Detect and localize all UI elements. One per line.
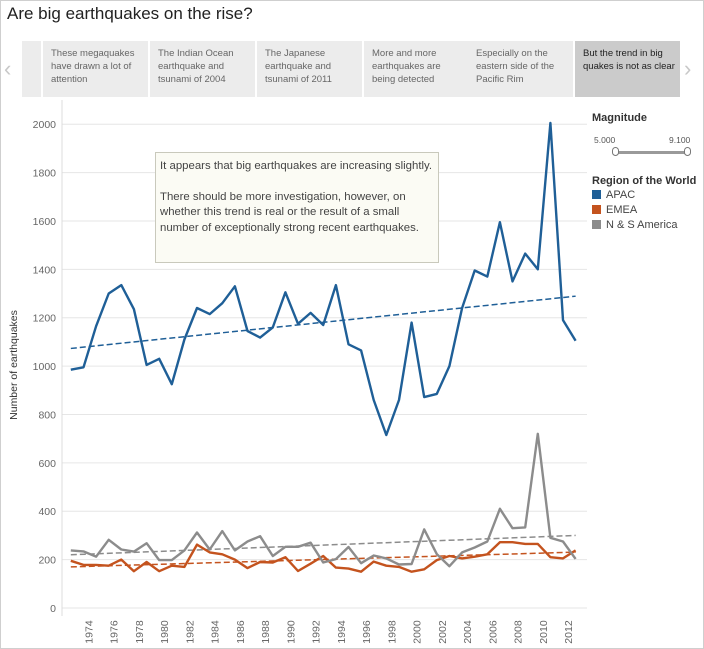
x-tick-label: 1992 (311, 620, 323, 644)
legend-label: N & S America (606, 218, 678, 231)
y-tick-label: 400 (38, 506, 56, 518)
magnitude-slider[interactable]: 5.000 9.100 (592, 124, 702, 156)
slider-track[interactable] (615, 151, 687, 154)
chevron-left-icon[interactable]: ‹ (4, 56, 12, 81)
legend-item-emea[interactable]: EMEA (592, 202, 702, 217)
legend-swatch (592, 190, 601, 199)
y-tick-label: 1200 (33, 313, 57, 325)
x-tick-label: 1988 (260, 620, 272, 644)
y-tick-label: 600 (38, 458, 56, 470)
x-tick-label: 2000 (412, 620, 424, 644)
legend-swatch (592, 205, 601, 214)
magnitude-max-label: 9.100 (669, 135, 691, 145)
region-legend-title: Region of the World (592, 175, 697, 187)
y-tick-label: 1400 (33, 264, 57, 276)
y-tick-label: 1000 (33, 361, 57, 373)
story-point-5[interactable]: Especially on the eastern side of the Pa… (468, 41, 573, 97)
trend-lines (70, 295, 576, 568)
annotation-line-1: It appears that big earthquakes are incr… (160, 160, 433, 172)
story-point-4[interactable]: More and more earthquakes are being dete… (364, 41, 469, 97)
page-title: Are big earthquakes on the rise? (7, 4, 253, 23)
chevron-right-icon[interactable]: › (684, 56, 692, 81)
slider-min-handle[interactable] (612, 147, 619, 156)
y-tick-label: 1600 (33, 216, 57, 228)
x-tick-label: 1986 (235, 620, 247, 644)
legend-swatch (592, 220, 601, 229)
series-line (70, 541, 577, 573)
legend-item-americas[interactable]: N & S America (592, 217, 702, 232)
x-tick-label: 1994 (336, 620, 348, 644)
filters-panel: Magnitude 5.000 9.100 Region of the Worl… (592, 112, 702, 232)
x-tick-label: 2006 (487, 620, 499, 644)
y-axis-title: Number of earthquakes (8, 310, 20, 420)
story-point-2[interactable]: The Indian Ocean earthquake and tsunami … (150, 41, 255, 97)
series-line (70, 121, 577, 437)
x-tick-label: 2002 (437, 620, 449, 644)
x-tick-label: 1976 (109, 620, 121, 644)
series-lines (70, 121, 577, 573)
annotation-line-2: There should be more investigation, howe… (160, 190, 419, 234)
magnitude-title: Magnitude (592, 112, 647, 124)
y-tick-label: 1800 (33, 168, 57, 180)
x-tick-label: 2010 (538, 620, 550, 644)
story-navigator: These megaquakes have drawn a lot of att… (22, 41, 680, 97)
x-tick-label: 1978 (134, 620, 146, 644)
line-chart: 0 200 400 600 800 1000 1200 1400 1600 1800 2000 19… (8, 100, 587, 644)
story-start-cap (22, 41, 41, 97)
x-tick-label: 1998 (386, 620, 398, 644)
story-point-3[interactable]: The Japanese earthquake and tsunami of 2… (257, 41, 362, 97)
story-point-1[interactable]: These megaquakes have drawn a lot of att… (43, 41, 148, 97)
y-tick-label: 0 (50, 603, 56, 615)
trend-line (70, 534, 576, 556)
x-tick-label: 1984 (210, 620, 222, 644)
x-tick-label: 1982 (184, 620, 196, 644)
y-tick-label: 800 (38, 409, 56, 421)
legend-label: APAC (606, 188, 636, 201)
y-tick-label: 2000 (33, 119, 57, 131)
magnitude-min-label: 5.000 (594, 135, 616, 145)
y-tick-label: 200 (38, 555, 56, 567)
legend-label: EMEA (606, 203, 638, 216)
x-tick-label: 2004 (462, 620, 474, 644)
x-tick-label: 1974 (83, 620, 95, 644)
legend-item-apac[interactable]: APAC (592, 187, 702, 202)
x-tick-label: 2008 (513, 620, 525, 644)
x-tick-label: 1996 (361, 620, 373, 644)
x-tick-label: 1980 (159, 620, 171, 644)
x-axis-ticks: 1974 1976 1978 1980 1982 1984 1986 1988 1990 1992… (83, 620, 575, 644)
trend-line (70, 551, 576, 568)
x-tick-label: 1990 (285, 620, 297, 644)
series-line (70, 432, 577, 568)
y-axis-ticks: 0 200 400 600 800 1000 1200 1400 1600 1800 2000 (33, 119, 57, 615)
annotation-box: It appears that big earthquakes are incr… (155, 152, 439, 263)
x-tick-label: 2012 (563, 620, 575, 644)
slider-max-handle[interactable] (684, 147, 691, 156)
story-point-6[interactable]: But the trend in big quakes is not as cl… (575, 41, 680, 97)
